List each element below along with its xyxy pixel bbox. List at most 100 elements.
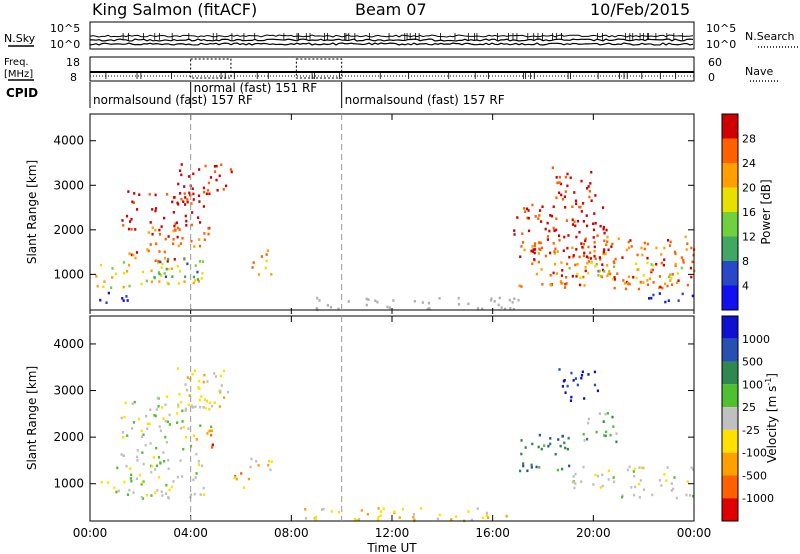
scatter-cell xyxy=(116,466,119,470)
scatter-cell xyxy=(202,190,206,194)
scatter-cell xyxy=(190,202,193,205)
scatter-cell xyxy=(623,282,627,285)
scatter-cell xyxy=(207,181,211,185)
scatter-cell xyxy=(658,275,662,278)
scatter-cell xyxy=(552,242,555,245)
scatter-cell xyxy=(222,369,226,373)
scatter-cell xyxy=(489,298,493,302)
scatter-cell xyxy=(192,192,195,196)
scatter-cell xyxy=(593,254,596,258)
scatter-cell xyxy=(377,515,380,519)
scatter-cell xyxy=(571,205,574,208)
scatter-cell xyxy=(540,246,544,250)
scatter-cell xyxy=(601,263,604,266)
scatter-cell xyxy=(608,270,611,273)
scatter-cell xyxy=(593,383,597,387)
scatter-cell xyxy=(566,246,569,250)
scatter-cell xyxy=(113,486,116,490)
scatter-cell xyxy=(582,220,585,223)
scatter-cell xyxy=(210,425,213,429)
scatter-cell xyxy=(105,301,108,304)
scatter-cell xyxy=(337,307,340,311)
scatter-cell xyxy=(519,255,522,259)
scatter-cell xyxy=(659,285,662,289)
scatter-cell xyxy=(632,275,635,279)
scatter-cell xyxy=(565,282,568,285)
scatter-cell xyxy=(555,217,558,221)
scatter-cell xyxy=(686,480,689,483)
scatter-cell xyxy=(157,456,161,459)
scatter-cell xyxy=(585,224,589,228)
scatter-cell xyxy=(103,280,106,283)
scatter-cell xyxy=(557,191,561,195)
freq-left-unit: [MHz] xyxy=(4,69,33,80)
x-tick-label: 04:00 xyxy=(173,526,208,540)
scatter-cell xyxy=(353,517,356,521)
scatter-cell xyxy=(642,281,645,284)
scatter-cell xyxy=(213,401,216,404)
scatter-cell xyxy=(564,190,567,193)
scatter-cell xyxy=(652,264,655,267)
scatter-cell xyxy=(523,207,526,210)
scatter-cell xyxy=(233,476,236,479)
colorbar-swatch xyxy=(722,338,738,362)
scatter-cell xyxy=(184,435,188,439)
scatter-cell xyxy=(614,257,617,261)
scatter-cell xyxy=(164,275,168,279)
colorbar-swatch xyxy=(722,384,738,408)
scatter-cell xyxy=(593,249,596,253)
scatter-cell xyxy=(663,473,666,476)
scatter-cell xyxy=(188,191,191,195)
scatter-cell xyxy=(154,207,158,210)
scatter-cell xyxy=(186,376,189,379)
scatter-cell xyxy=(208,429,212,433)
scatter-cell xyxy=(195,438,198,441)
scatter-cell xyxy=(167,458,170,462)
scatter-cell xyxy=(100,480,103,484)
scatter-cell xyxy=(574,224,577,228)
noise-left-label: N.Sky xyxy=(4,32,36,45)
scatter-cell xyxy=(540,447,543,451)
y-tick-label: 2000 xyxy=(53,223,84,237)
scatter-cell xyxy=(164,237,167,241)
scatter-cell xyxy=(168,488,171,492)
scatter-cell xyxy=(627,275,631,279)
scatter-cell xyxy=(554,262,557,266)
scatter-cell xyxy=(564,391,567,394)
scatter-cell xyxy=(576,219,580,223)
scatter-cell xyxy=(533,244,536,248)
scatter-cell xyxy=(575,274,578,278)
scatter-cell xyxy=(229,168,232,171)
scatter-cell xyxy=(219,374,222,378)
cpid-label: CPID xyxy=(6,86,38,100)
scatter-cell xyxy=(177,403,180,407)
scatter-cell xyxy=(641,253,644,257)
scatter-cell xyxy=(625,248,628,252)
freq-box xyxy=(295,58,343,79)
scatter-cell xyxy=(538,465,541,469)
scatter-cell xyxy=(204,406,207,410)
colorbar-swatch xyxy=(722,163,738,188)
scatter-cell xyxy=(141,451,144,454)
scatter-cell xyxy=(487,516,490,519)
scatter-cell xyxy=(151,232,154,236)
scatter-cell xyxy=(138,193,141,197)
scatter-cell xyxy=(137,417,141,421)
scatter-cell xyxy=(633,467,636,471)
scatter-cell xyxy=(585,214,588,217)
scatter-cell xyxy=(556,468,560,472)
scatter-cell xyxy=(207,232,210,236)
scatter-cell xyxy=(651,493,654,497)
scatter-cell xyxy=(164,492,168,496)
scatter-cell xyxy=(172,237,175,241)
scatter-cell xyxy=(193,369,197,373)
scatter-cell xyxy=(152,456,155,459)
scatter-cell xyxy=(176,264,179,268)
scatter-cell xyxy=(171,275,174,278)
scatter-cell xyxy=(592,222,595,226)
scatter-cell xyxy=(571,480,575,484)
scatter-cell xyxy=(214,375,217,378)
scatter-cell xyxy=(476,307,480,310)
scatter-cell xyxy=(208,401,212,405)
scatter-cell xyxy=(200,395,203,398)
